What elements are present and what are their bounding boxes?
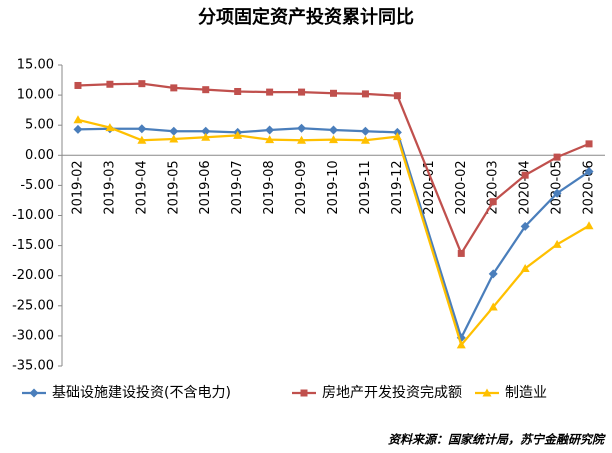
marker [488, 302, 498, 311]
y-tick-label: -10.00 [12, 208, 54, 223]
chart-title: 分项固定资产投资累计同比 [198, 6, 414, 28]
source-note: 资料来源：国家统计局，苏宁金融研究院 [388, 433, 606, 447]
x-tick-label: 2020-01 [422, 160, 437, 214]
x-tick-label: 2020-02 [454, 160, 469, 214]
x-tick-label: 2019-04 [134, 160, 149, 214]
marker [330, 89, 337, 97]
marker [329, 135, 338, 144]
x-tick-label: 2019-05 [166, 160, 181, 214]
marker [234, 87, 242, 95]
marker [360, 135, 370, 144]
y-tick-label: -20.00 [12, 268, 54, 283]
x-tick-label: 2019-11 [358, 160, 373, 214]
x-tick-label: 2020-03 [486, 160, 501, 214]
marker [265, 135, 275, 144]
y-tick-label: -35.00 [12, 359, 54, 374]
marker [392, 132, 402, 141]
marker [105, 123, 115, 132]
marker [137, 135, 147, 144]
marker [488, 269, 498, 279]
marker [553, 153, 561, 161]
x-tick-label: 2019-08 [262, 160, 277, 214]
marker [520, 263, 530, 272]
marker [265, 125, 275, 135]
marker [489, 198, 497, 206]
marker [298, 88, 306, 96]
x-tick-label: 2019-07 [230, 160, 245, 214]
y-tick-label: 10.00 [17, 88, 54, 103]
marker [106, 80, 114, 88]
legend-label: 基础设施建设投资(不含电力) [52, 384, 231, 401]
y-tick-label: 15.00 [17, 58, 54, 73]
legend-marker [482, 388, 492, 397]
x-tick-label: 2019-02 [70, 160, 85, 214]
gap-connector [396, 95, 463, 254]
marker [74, 81, 82, 89]
marker [137, 124, 147, 134]
marker [202, 86, 210, 94]
marker [73, 115, 83, 124]
y-tick-label: -30.00 [12, 328, 54, 343]
y-tick-label: 0.00 [25, 148, 54, 163]
marker [138, 80, 146, 88]
marker [521, 171, 529, 179]
legend-marker [300, 389, 308, 397]
marker [170, 84, 178, 92]
x-tick-label: 2019-09 [294, 160, 309, 214]
marker [584, 221, 594, 230]
marker [584, 167, 594, 177]
marker [329, 125, 338, 135]
marker [266, 88, 274, 96]
marker [585, 140, 593, 148]
y-tick-label: -25.00 [12, 298, 54, 313]
x-tick-label: 2019-03 [102, 160, 117, 214]
y-tick-label: 5.00 [25, 118, 54, 133]
marker [360, 126, 370, 136]
legend-label: 房地产开发投资完成额 [322, 385, 462, 401]
marker [297, 123, 307, 133]
x-tick-label: 2019-06 [198, 160, 213, 214]
marker [201, 132, 211, 141]
gap-connector [396, 136, 463, 346]
y-tick-label: -15.00 [12, 238, 54, 253]
marker [552, 239, 562, 248]
gap-connector [396, 132, 463, 339]
marker [201, 126, 211, 136]
y-tick-label: -5.00 [20, 178, 54, 193]
marker [169, 126, 179, 136]
marker [73, 124, 83, 134]
series-line [460, 224, 590, 346]
x-tick-label: 2020-05 [550, 160, 565, 214]
marker [297, 135, 307, 144]
legend-marker [29, 388, 39, 398]
marker [233, 130, 243, 139]
marker [393, 92, 401, 100]
marker [361, 90, 369, 98]
x-tick-label: 2020-04 [518, 160, 533, 214]
marker [457, 249, 465, 257]
marker [169, 134, 179, 143]
x-tick-label: 2019-12 [390, 160, 405, 214]
marker [520, 221, 530, 231]
marker [456, 340, 466, 349]
x-tick-label: 2019-10 [326, 160, 341, 214]
legend-label: 制造业 [505, 385, 547, 401]
marker [552, 188, 562, 198]
